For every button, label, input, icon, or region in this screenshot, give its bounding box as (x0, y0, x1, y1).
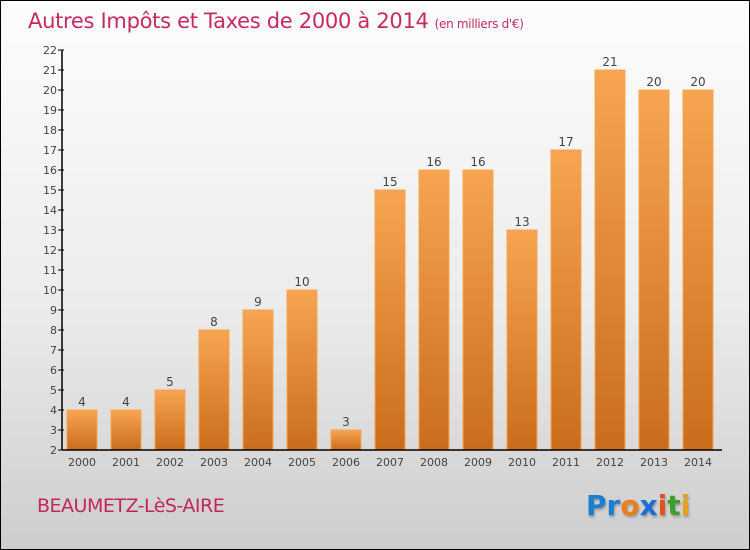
data-label: 5 (166, 375, 174, 389)
logo-letter: i (657, 489, 668, 522)
x-tick-label: 2009 (464, 456, 492, 469)
y-tick-label: 12 (43, 244, 57, 257)
x-tick-label: 2008 (420, 456, 448, 469)
chart-title: Autres Impôts et Taxes de 2000 à 2014 (en… (28, 9, 524, 33)
bar (418, 169, 450, 451)
data-label: 10 (294, 275, 309, 289)
bar (198, 329, 230, 451)
bar (638, 89, 670, 451)
city-name: BEAUMETZ-LèS-AIRE (37, 495, 225, 517)
y-tick-label: 21 (43, 64, 57, 77)
data-label: 20 (690, 75, 705, 89)
y-tick-label: 6 (50, 364, 57, 377)
x-tick-label: 2002 (156, 456, 184, 469)
data-label: 16 (426, 155, 441, 169)
data-label: 3 (342, 415, 350, 429)
bar (330, 429, 362, 451)
proxiti-logo: Proxiti (586, 489, 690, 522)
y-tick-label: 22 (43, 44, 57, 57)
logo-letter: r (606, 489, 621, 522)
y-tick-label: 18 (43, 124, 57, 137)
title-text: Autres Impôts et Taxes de 2000 à 2014 (28, 9, 429, 33)
data-label: 4 (78, 395, 86, 409)
logo-letter: P (586, 489, 607, 522)
data-label: 15 (382, 175, 397, 189)
y-tick-label: 13 (43, 224, 57, 237)
y-tick-label: 8 (50, 324, 57, 337)
bar (66, 409, 98, 451)
x-tick-label: 2010 (508, 456, 536, 469)
logo-letter: t (667, 489, 681, 522)
y-tick-label: 2 (50, 444, 57, 457)
x-tick-label: 2005 (288, 456, 316, 469)
data-label: 16 (470, 155, 485, 169)
logo-letter: i (680, 489, 691, 522)
x-tick-label: 2011 (552, 456, 580, 469)
data-label: 9 (254, 295, 262, 309)
bar (682, 89, 714, 451)
bar (110, 409, 142, 451)
y-tick-label: 4 (50, 404, 57, 417)
bar (374, 189, 406, 451)
logo-letter: o (620, 489, 640, 522)
data-label: 20 (646, 75, 661, 89)
bar (594, 69, 626, 451)
logo-letter: x (639, 489, 658, 522)
unit-label: (en milliers d'€) (434, 17, 524, 31)
x-tick-label: 2007 (376, 456, 404, 469)
y-tick-label: 20 (43, 84, 57, 97)
x-tick-label: 2014 (684, 456, 712, 469)
y-tick-label: 9 (50, 304, 57, 317)
y-tick-label: 10 (43, 284, 57, 297)
x-tick-label: 2001 (112, 456, 140, 469)
data-label: 21 (602, 55, 617, 69)
data-label: 4 (122, 395, 130, 409)
y-tick-label: 3 (50, 424, 57, 437)
x-tick-label: 2000 (68, 456, 96, 469)
bar (242, 309, 274, 451)
x-tick-label: 2006 (332, 456, 360, 469)
x-tick-label: 2004 (244, 456, 272, 469)
y-tick-label: 5 (50, 384, 57, 397)
y-tick-label: 7 (50, 344, 57, 357)
x-tick-label: 2013 (640, 456, 668, 469)
data-label: 17 (558, 135, 573, 149)
bar (154, 389, 186, 451)
bar (550, 149, 582, 451)
y-tick-label: 11 (43, 264, 57, 277)
data-label: 13 (514, 215, 529, 229)
y-tick-label: 15 (43, 184, 57, 197)
x-tick-label: 2003 (200, 456, 228, 469)
bar (462, 169, 494, 451)
bar (286, 289, 318, 451)
data-label: 8 (210, 315, 218, 329)
y-tick-label: 14 (43, 204, 57, 217)
x-tick-label: 2012 (596, 456, 624, 469)
y-tick-label: 16 (43, 164, 57, 177)
y-tick-label: 19 (43, 104, 57, 117)
y-tick-label: 17 (43, 144, 57, 157)
bar (506, 229, 538, 451)
